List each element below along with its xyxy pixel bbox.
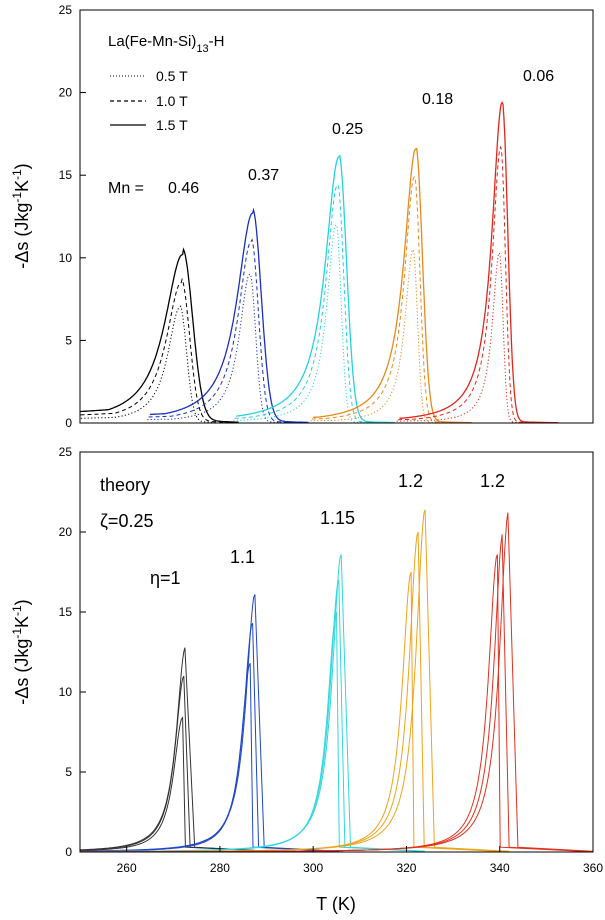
x-axis-label: T (K) bbox=[316, 894, 356, 914]
top-axes-frame bbox=[79, 9, 594, 424]
legend-label-1: 1.0 T bbox=[156, 93, 188, 109]
top-curve-mn-0.18-field-0 bbox=[310, 248, 451, 424]
theory-label: theory bbox=[100, 475, 150, 495]
bottom-plot-area bbox=[79, 509, 593, 853]
top-ytick-label-0: 0 bbox=[65, 416, 72, 430]
bottom-ytick-label-10: 10 bbox=[59, 685, 73, 699]
bottom-ytick-label-25: 25 bbox=[59, 445, 73, 459]
top-ytick-label-15: 15 bbox=[59, 168, 73, 182]
bottom-ytick-label-0: 0 bbox=[65, 845, 72, 859]
zeta-label: ζ=0.25 bbox=[100, 511, 153, 531]
bottom-ytick-label-15: 15 bbox=[59, 605, 73, 619]
top-curve-mn-0.25-field-0 bbox=[233, 223, 374, 424]
top-curve-mn-0.06-field-1 bbox=[398, 145, 548, 424]
theory-curve-eta-3-field-2 bbox=[80, 509, 510, 853]
eta-label-1.15: 1.15 bbox=[320, 508, 355, 528]
bottom-xtick-label-320: 320 bbox=[396, 861, 416, 875]
bottom-ytick-label-5: 5 bbox=[65, 765, 72, 779]
theory-curve-eta-4-field-2 bbox=[80, 512, 593, 853]
bottom-axes-frame bbox=[79, 451, 594, 853]
mn-label-0.37: 0.37 bbox=[248, 167, 279, 184]
top-ytick-label-20: 20 bbox=[59, 86, 73, 100]
legend-label-0: 0.5 T bbox=[156, 68, 188, 84]
theory-curve-eta-3-field-1 bbox=[80, 531, 503, 853]
top-ytick-label-10: 10 bbox=[59, 251, 73, 265]
legend-label-2: 1.5 T bbox=[156, 117, 188, 133]
top-ytick-label-5: 5 bbox=[65, 333, 72, 347]
bottom-xtick-label-260: 260 bbox=[117, 861, 137, 875]
top-curve-mn-0.25-field-2 bbox=[236, 154, 395, 424]
bottom-ytick-label-20: 20 bbox=[59, 525, 73, 539]
top-curve-mn-0.06-field-0 bbox=[396, 251, 537, 424]
theory-curve-eta-1-field-2 bbox=[80, 594, 339, 852]
bottom-x-ticks: 260 280 300 320 340 360 bbox=[117, 846, 603, 875]
theory-curve-eta-0-field-2 bbox=[79, 647, 270, 852]
top-curve-mn-0.37-field-1 bbox=[148, 238, 298, 423]
mn-label-0.46: 0.46 bbox=[168, 180, 199, 197]
top-curve-mn-0.46-field-2 bbox=[79, 247, 239, 423]
top-y-axis-label: -Δs (Jkg-1K-1) bbox=[10, 163, 32, 268]
top-plot-area bbox=[79, 101, 558, 424]
legend: 0.5 T 1.0 T 1.5 T bbox=[110, 68, 188, 133]
material-label: La(Fe-Mn-Si)13-H bbox=[108, 33, 224, 55]
theory-curve-eta-2-field-0 bbox=[80, 611, 421, 853]
top-curve-mn-0.18-field-2 bbox=[313, 147, 472, 424]
mn-prefix-label: Mn = bbox=[108, 180, 144, 197]
bottom-xtick-label-360: 360 bbox=[583, 861, 603, 875]
top-curve-mn-0.06-field-2 bbox=[399, 101, 558, 424]
theory-curve-eta-1-field-1 bbox=[80, 622, 337, 852]
bottom-xtick-label-340: 340 bbox=[490, 861, 510, 875]
top-ytick-label-25: 25 bbox=[59, 3, 73, 17]
eta-label-1.2b: 1.2 bbox=[480, 471, 505, 491]
top-curve-mn-0.18-field-1 bbox=[311, 176, 461, 424]
eta-label-1: η=1 bbox=[150, 568, 181, 588]
top-curve-mn-0.37-field-2 bbox=[150, 207, 309, 424]
theory-curve-eta-3-field-0 bbox=[80, 571, 496, 853]
mn-label-0.18: 0.18 bbox=[422, 91, 453, 108]
bottom-y-axis-label: -Δs (Jkg-1K-1) bbox=[10, 599, 32, 704]
bottom-panel: 0 5 10 15 20 25 260 280 300 320 340 360 -Δs (Jkg-1… bbox=[10, 445, 603, 914]
mn-label-0.25: 0.25 bbox=[332, 121, 363, 138]
mn-label-0.06: 0.06 bbox=[523, 68, 554, 85]
theory-curve-eta-0-field-0 bbox=[80, 716, 267, 852]
eta-label-1.2a: 1.2 bbox=[398, 471, 423, 491]
top-curve-mn-0.25-field-1 bbox=[234, 184, 385, 423]
bottom-xtick-label-280: 280 bbox=[210, 861, 230, 875]
eta-label-1.1: 1.1 bbox=[230, 547, 255, 567]
top-y-ticks: 0 5 10 15 20 25 bbox=[59, 3, 86, 430]
top-panel: 0 5 10 15 20 25 -Δs (Jkg-1K-1) La(Fe-Mn-Si)13… bbox=[10, 3, 594, 430]
bottom-y-ticks: 0 5 10 15 20 25 bbox=[59, 445, 86, 859]
top-curve-mn-0.46-field-1 bbox=[80, 277, 228, 423]
top-curve-mn-0.46-field-0 bbox=[80, 305, 218, 423]
theory-curve-eta-1-field-0 bbox=[80, 662, 335, 852]
bottom-xtick-label-300: 300 bbox=[303, 861, 323, 875]
